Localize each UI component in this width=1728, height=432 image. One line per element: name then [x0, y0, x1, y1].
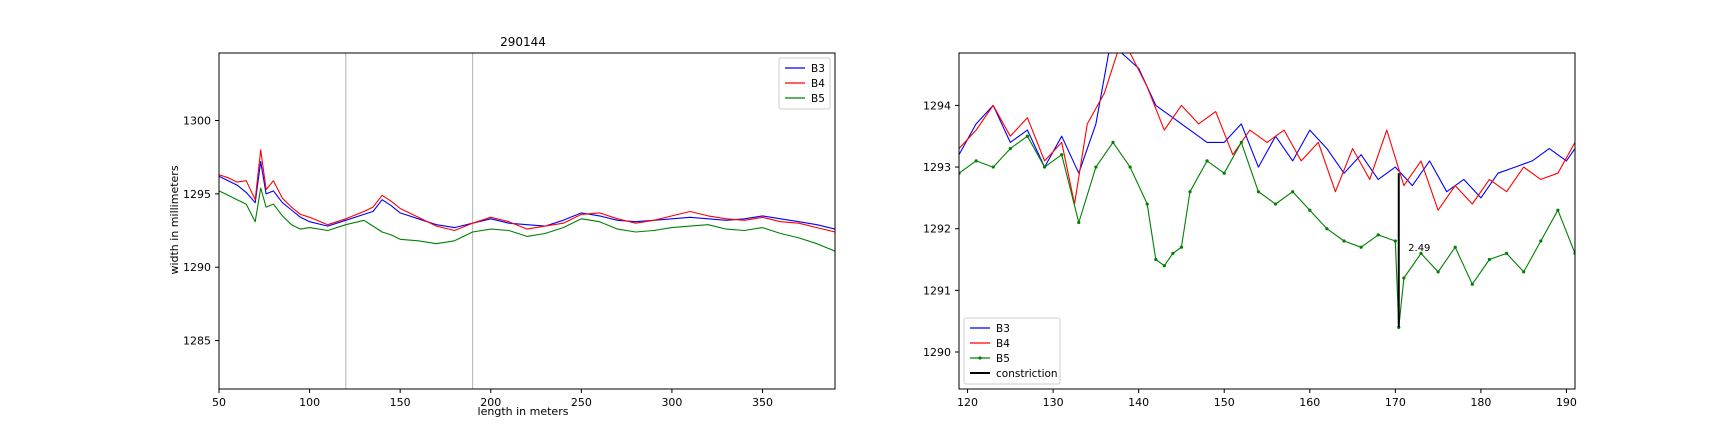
- data-point-b5: [1179, 245, 1184, 249]
- data-point-b5: [1436, 270, 1440, 274]
- data-point-b5: [1359, 245, 1363, 249]
- data-point-b5: [1239, 140, 1243, 144]
- y-tick-label: 1285: [183, 335, 211, 348]
- x-axis-label: length in meters: [478, 405, 569, 418]
- x-tick-label: 120: [957, 396, 978, 409]
- data-point-b5: [1393, 239, 1397, 243]
- data-point-b5: [1111, 140, 1115, 144]
- legend: B3 B4 B5 constriction: [963, 317, 1061, 385]
- data-point-b5: [1539, 239, 1543, 243]
- series-line-b4: [959, 53, 1575, 211]
- x-tick-label: 150: [390, 396, 411, 409]
- data-point-b5: [1256, 190, 1261, 194]
- data-point-b5: [1128, 165, 1132, 169]
- axes-frame: [958, 52, 1576, 390]
- legend-label-b3: B3: [996, 323, 1010, 335]
- x-tick-label: 300: [661, 396, 682, 409]
- x-tick-label: 140: [1128, 396, 1149, 409]
- constriction-annotation: 2.49: [1408, 243, 1430, 254]
- data-point-b5: [1060, 153, 1064, 157]
- legend-label-constriction: constriction: [996, 368, 1058, 380]
- chart-right: 2.49 120 130 140 150 160 170 180 190 1290 1291 1292…: [923, 52, 1577, 409]
- y-tick-label: 1294: [923, 99, 951, 112]
- data-point-b5: [1376, 233, 1380, 237]
- data-point-b5: [1453, 245, 1457, 249]
- y-tick-label: 1291: [923, 284, 951, 297]
- series-line-b3: [219, 161, 835, 230]
- legend-label-b5: B5: [996, 353, 1010, 365]
- x-tick-label: 350: [752, 396, 773, 409]
- data-point-b5: [1077, 220, 1081, 225]
- data-point-b5: [1008, 146, 1012, 151]
- y-tick-label: 1290: [923, 346, 951, 359]
- data-point-b5: [1025, 134, 1030, 138]
- data-point-b5: [1470, 282, 1474, 286]
- data-point-b5: [1522, 270, 1526, 274]
- y-tick-label: 1293: [923, 161, 951, 174]
- series-line-b5: [219, 187, 835, 252]
- plot-area: [959, 53, 1575, 329]
- data-point-b5: [1487, 257, 1492, 262]
- data-point-b5: [1042, 165, 1047, 169]
- legend-label-b4: B4: [996, 338, 1010, 350]
- x-tick-label: 180: [1470, 396, 1491, 409]
- chart-title: 290144: [500, 35, 546, 49]
- data-point-b5: [1342, 239, 1346, 243]
- data-point-b5: [1291, 190, 1295, 194]
- x-tick-label: 170: [1385, 396, 1406, 409]
- x-tick-label: 150: [1214, 396, 1235, 409]
- x-tick-label: 100: [299, 396, 320, 409]
- legend: B3 B4 B5: [778, 57, 831, 110]
- x-tick-label: 190: [1556, 396, 1577, 409]
- legend-label-b4: B4: [811, 78, 825, 90]
- axes-frame: [218, 52, 836, 390]
- series-line-b4: [219, 149, 835, 233]
- data-point-b5: [1308, 208, 1312, 212]
- data-point-b5: [1419, 251, 1423, 255]
- data-point-b5: [991, 165, 995, 169]
- legend-label-b5: B5: [811, 93, 825, 105]
- legend-label-b3: B3: [811, 63, 825, 75]
- y-tick-label: 1292: [923, 223, 951, 236]
- data-point-b5: [1154, 257, 1158, 262]
- legend-box: [963, 317, 1061, 385]
- data-point-b5: [1162, 264, 1166, 268]
- data-point-b5: [974, 159, 978, 163]
- data-point-b5: [1504, 251, 1509, 255]
- data-point-b5: [1171, 251, 1175, 255]
- x-tick-label: 130: [1043, 396, 1064, 409]
- y-axis-label: width in millimeters: [168, 165, 181, 274]
- plot-area: [219, 149, 835, 252]
- y-tick-label: 1290: [183, 261, 211, 274]
- data-point-b5: [1273, 202, 1278, 206]
- data-point-b5: [1205, 159, 1209, 163]
- series-line-b3: [959, 53, 1575, 199]
- data-point-b5: [1325, 227, 1329, 231]
- data-point-b5: [1188, 190, 1192, 194]
- x-tick-label: 250: [571, 396, 592, 409]
- data-point-b5: [1094, 165, 1098, 169]
- data-point-b5: [1556, 208, 1560, 212]
- x-tick-label: 200: [480, 396, 501, 409]
- series-line-b5: [959, 135, 1575, 328]
- legend-marker-b5: [978, 356, 982, 360]
- data-point-b5: [1222, 171, 1226, 175]
- chart-left: 290144 length in meters width in millime…: [168, 35, 836, 418]
- data-point-b5: [1145, 202, 1149, 206]
- x-tick-label: 160: [1299, 396, 1320, 409]
- y-tick-label: 1300: [183, 114, 211, 127]
- data-point-b5: [1402, 276, 1406, 280]
- x-tick-label: 50: [212, 396, 226, 409]
- y-tick-label: 1295: [183, 188, 211, 201]
